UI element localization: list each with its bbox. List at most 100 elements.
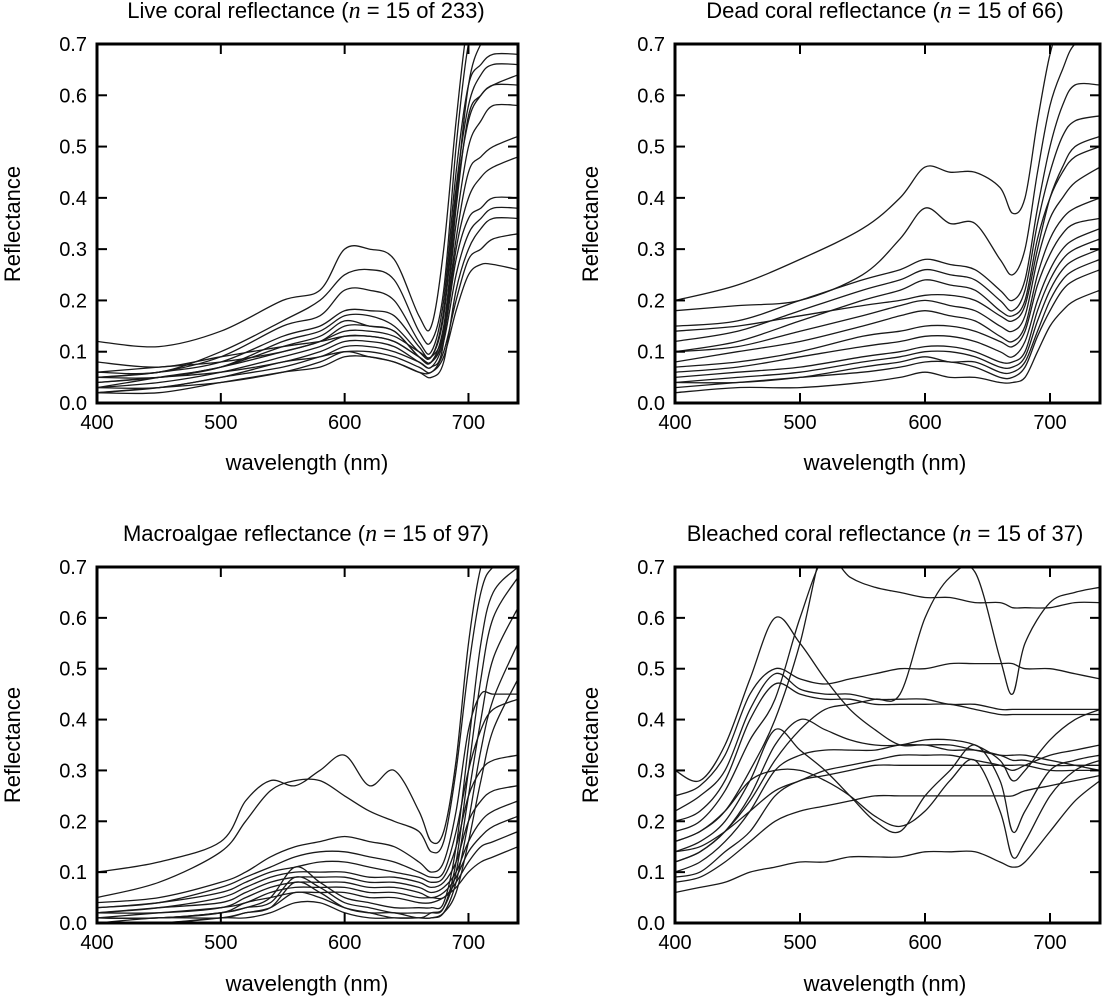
spectrum-line bbox=[675, 248, 1100, 384]
y-axis-label: Reflectance bbox=[0, 166, 25, 282]
y-axis-label: Reflectance bbox=[578, 687, 603, 803]
x-tick-label: 400 bbox=[80, 932, 113, 954]
y-tick-label: 0.4 bbox=[637, 710, 665, 732]
x-axis-label: wavelength (nm) bbox=[225, 450, 389, 475]
spectrum-line bbox=[675, 567, 818, 843]
panel-bleached-coral: Bleached coral reflectance (n = 15 of 37… bbox=[578, 521, 1102, 996]
plot-frame bbox=[673, 565, 1102, 925]
spectrum-line bbox=[675, 672, 1100, 812]
panel-title: Dead coral reflectance (n = 15 of 66) bbox=[706, 0, 1063, 24]
series-layer bbox=[675, 567, 1100, 894]
spectrum-line bbox=[675, 662, 1100, 797]
plot-frame bbox=[95, 42, 520, 405]
y-tick-label: 0.6 bbox=[637, 85, 665, 107]
x-tick-label: 400 bbox=[80, 412, 113, 434]
y-tick-label: 0.1 bbox=[637, 342, 665, 364]
spectrum-line bbox=[675, 682, 1100, 822]
spectrum-line bbox=[675, 758, 1100, 859]
y-tick-label: 0.6 bbox=[59, 85, 87, 107]
spectrum-line bbox=[97, 206, 518, 394]
spectrum-line bbox=[97, 44, 470, 375]
spectrum-line bbox=[675, 145, 1100, 353]
y-tick-label: 0.4 bbox=[59, 188, 87, 210]
spectrum-line bbox=[97, 156, 518, 368]
plot-frame bbox=[673, 42, 1102, 405]
y-axis-label: Reflectance bbox=[0, 687, 25, 803]
spectrum-line bbox=[675, 82, 1100, 327]
y-tick-label: 0.5 bbox=[637, 137, 665, 159]
spectrum-line bbox=[675, 166, 1100, 353]
tick-layer: 400 500 600 700 0.0 0.1 0.2 0.3 0.4 0.5 0.6 0.7 bbox=[59, 34, 518, 434]
y-tick-label: 0.1 bbox=[637, 862, 665, 884]
y-tick-label: 0.3 bbox=[637, 239, 665, 261]
x-tick-label: 500 bbox=[204, 412, 237, 434]
series-layer bbox=[97, 567, 518, 923]
y-tick-label: 0.5 bbox=[637, 659, 665, 681]
y-tick-label: 0.7 bbox=[637, 34, 665, 56]
x-tick-label: 400 bbox=[658, 932, 691, 954]
series-layer bbox=[97, 44, 518, 395]
x-tick-label: 700 bbox=[1033, 412, 1066, 434]
series-layer bbox=[675, 44, 1100, 394]
x-tick-label: 700 bbox=[452, 932, 485, 954]
panel-title: Live coral reflectance (n = 15 of 233) bbox=[127, 0, 484, 24]
y-tick-label: 0.3 bbox=[637, 760, 665, 782]
spectrum-line bbox=[675, 135, 1100, 332]
panel-title: Macroalgae reflectance (n = 15 of 97) bbox=[123, 521, 489, 547]
panel-live-coral: Live coral reflectance (n = 15 of 233) 4… bbox=[0, 0, 520, 475]
spectrum-line bbox=[675, 567, 1100, 863]
spectrum-line bbox=[97, 846, 518, 919]
x-tick-label: 400 bbox=[658, 412, 691, 434]
x-tick-label: 600 bbox=[328, 932, 361, 954]
x-tick-label: 600 bbox=[328, 412, 361, 434]
spectrum-line bbox=[97, 217, 518, 395]
y-tick-label: 0.1 bbox=[59, 342, 87, 364]
spectrum-line bbox=[97, 63, 518, 379]
y-tick-label: 0.2 bbox=[59, 811, 87, 833]
spectrum-line bbox=[97, 83, 518, 379]
spectrum-line bbox=[675, 217, 1100, 368]
y-tick-label: 0.0 bbox=[637, 913, 665, 935]
x-tick-label: 700 bbox=[1033, 932, 1066, 954]
spectrum-line bbox=[675, 289, 1100, 394]
y-tick-label: 0.5 bbox=[59, 137, 87, 159]
spectrum-line bbox=[675, 197, 1100, 363]
y-tick-label: 0.6 bbox=[637, 608, 665, 630]
y-tick-label: 0.2 bbox=[637, 811, 665, 833]
spectrum-line bbox=[97, 567, 495, 899]
y-tick-label: 0.3 bbox=[59, 760, 87, 782]
spectrum-line bbox=[97, 576, 518, 919]
y-tick-label: 0.3 bbox=[59, 239, 87, 261]
spectrum-line bbox=[675, 774, 1100, 883]
spectrum-line bbox=[97, 643, 518, 923]
y-tick-label: 0.0 bbox=[637, 393, 665, 415]
panel-title: Bleached coral reflectance (n = 15 of 37… bbox=[687, 521, 1084, 547]
x-axis-label: wavelength (nm) bbox=[803, 450, 967, 475]
spectrum-line bbox=[97, 74, 518, 384]
spectrum-line bbox=[675, 44, 1054, 302]
spectrum-line bbox=[97, 678, 518, 923]
y-tick-label: 0.7 bbox=[637, 557, 665, 579]
x-tick-label: 500 bbox=[783, 412, 816, 434]
panel-macroalgae: Macroalgae reflectance (n = 15 of 97) 40… bbox=[0, 521, 520, 996]
spectrum-line bbox=[675, 258, 1100, 384]
y-tick-label: 0.5 bbox=[59, 659, 87, 681]
y-tick-label: 0.2 bbox=[637, 290, 665, 312]
x-axis-label: wavelength (nm) bbox=[225, 971, 389, 996]
panel-dead-coral: Dead coral reflectance (n = 15 of 66) 40… bbox=[578, 0, 1102, 475]
y-axis-label: Reflectance bbox=[578, 166, 603, 282]
spectrum-line bbox=[97, 815, 518, 914]
spectrum-line bbox=[97, 44, 482, 384]
y-tick-label: 0.7 bbox=[59, 557, 87, 579]
spectrum-line bbox=[97, 52, 518, 379]
y-tick-label: 0.6 bbox=[59, 608, 87, 630]
x-tick-label: 500 bbox=[783, 932, 816, 954]
spectrum-line bbox=[675, 708, 1100, 863]
spectrum-line bbox=[675, 44, 1077, 312]
x-tick-label: 600 bbox=[908, 412, 941, 434]
y-tick-label: 0.1 bbox=[59, 862, 87, 884]
y-tick-label: 0.0 bbox=[59, 913, 87, 935]
y-tick-label: 0.2 bbox=[59, 290, 87, 312]
spectrum-line bbox=[675, 238, 1100, 379]
